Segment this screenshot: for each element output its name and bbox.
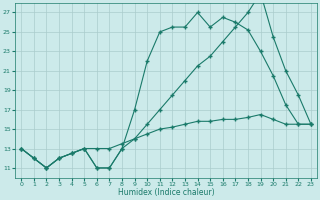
X-axis label: Humidex (Indice chaleur): Humidex (Indice chaleur): [118, 188, 214, 197]
